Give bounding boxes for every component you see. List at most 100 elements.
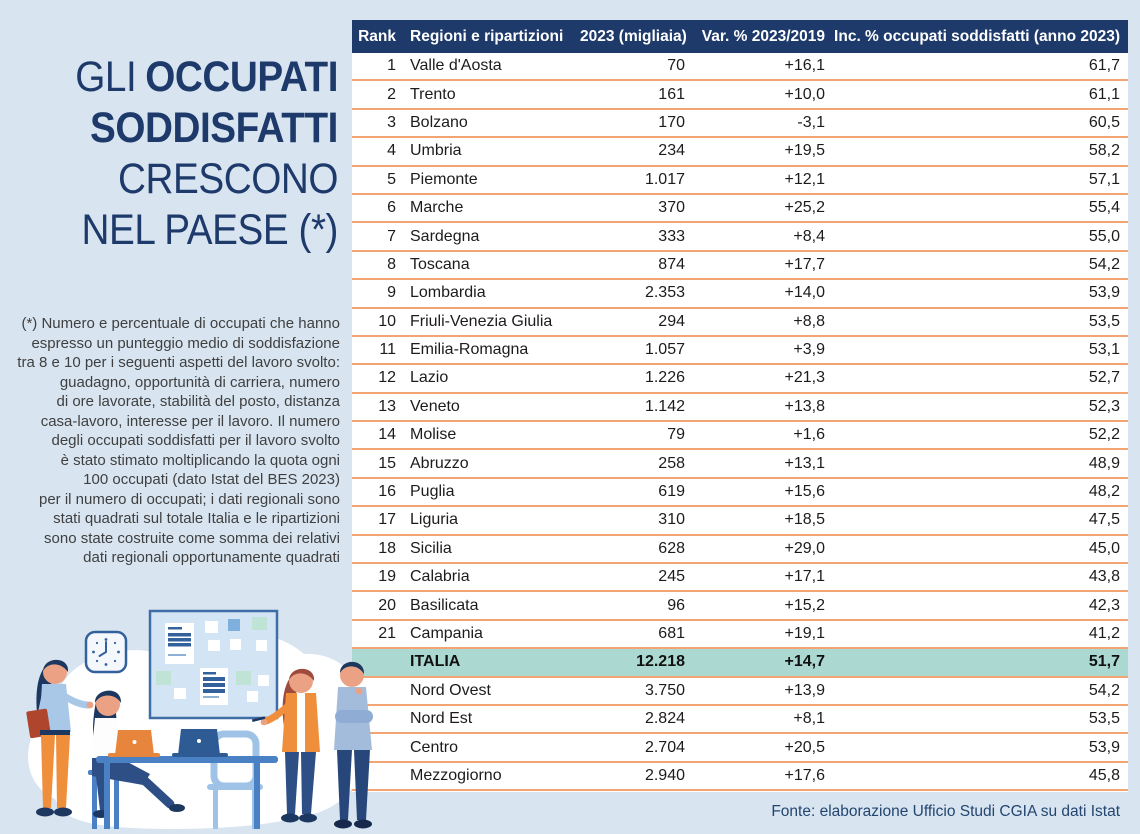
cell-inc: 53,9 (1088, 284, 1120, 302)
cell-inc: 48,9 (1088, 454, 1120, 472)
cell-rank: 9 (387, 284, 396, 302)
table-row: 4 Umbria 234 +19,5 58,2 (352, 138, 1128, 167)
cell-var: +15,2 (784, 596, 825, 614)
page-title: GLI OCCUPATI SODDISFATTI CRESCONO NEL PAE… (0, 52, 338, 256)
cell-2023: 310 (658, 511, 685, 529)
cell-rank: 15 (378, 454, 396, 472)
table-row: 17 Liguria 310 +18,5 47,5 (352, 507, 1128, 536)
cell-var: +21,3 (784, 369, 825, 387)
cell-var: +17,1 (784, 568, 825, 586)
cell-region: Valle d'Aosta (410, 57, 502, 75)
footnote-line: di ore lavorate, stabilità del posto, di… (56, 393, 341, 410)
cell-inc: 53,5 (1088, 710, 1120, 728)
table-row: 10 Friuli-Venezia Giulia 294 +8,8 53,5 (352, 309, 1128, 337)
bulletin-board-icon (148, 609, 279, 720)
cell-var: +13,8 (784, 397, 825, 415)
cell-var: +19,5 (784, 142, 825, 160)
cell-var: +3,9 (793, 341, 825, 359)
cell-rank: 5 (387, 170, 396, 188)
cell-2023: 2.704 (644, 738, 685, 756)
title-line-2: SODDISFATTI (89, 104, 338, 152)
cell-var: +8,4 (793, 227, 825, 245)
cell-2023: 70 (667, 57, 685, 75)
cell-inc: 51,7 (1088, 653, 1120, 671)
cell-region: Sicilia (410, 539, 452, 557)
office-illustration (26, 609, 373, 829)
cell-inc: 42,3 (1088, 596, 1120, 614)
cell-region: Umbria (410, 142, 462, 160)
cell-region: Calabria (410, 568, 470, 586)
cell-inc: 45,0 (1088, 539, 1120, 557)
footnote-line: tra 8 e 10 per i seguenti aspetti del la… (17, 354, 340, 371)
cell-inc: 41,2 (1088, 625, 1120, 642)
cell-2023: 1.017 (644, 170, 685, 188)
cell-inc: 60,5 (1088, 113, 1120, 131)
cell-region: Liguria (410, 511, 459, 529)
footnote-line: casa-lavoro, interesse per il lavoro. Il… (40, 412, 340, 430)
cell-rank: 21 (378, 625, 396, 642)
cell-2023: 96 (667, 596, 685, 614)
cell-2023: 874 (658, 255, 685, 273)
cell-inc: 58,2 (1088, 142, 1120, 160)
laptop-orange-icon (108, 730, 160, 757)
cell-inc: 61,7 (1088, 57, 1120, 75)
cell-2023: 619 (658, 483, 685, 501)
cell-region: Toscana (410, 255, 470, 273)
cell-rank: 3 (387, 113, 396, 131)
cell-rank: 20 (378, 596, 396, 614)
cell-2023: 1.057 (644, 341, 685, 359)
laptop-navy-icon (172, 729, 228, 757)
cell-var: +14,0 (784, 284, 825, 302)
cell-region: Friuli-Venezia Giulia (410, 312, 553, 330)
table-row: 7 Sardegna 333 +8,4 55,0 (352, 223, 1128, 252)
col-header-region: Regioni e ripartizioni (410, 27, 564, 45)
cell-var: +12,1 (784, 170, 825, 188)
person-standing-woman-right (251, 668, 320, 823)
cell-var: +1,6 (793, 426, 825, 444)
cell-var: +20,5 (784, 738, 825, 756)
cell-region: Bolzano (410, 113, 468, 131)
cell-2023: 12.218 (636, 653, 685, 671)
cell-2023: 2.353 (644, 284, 685, 302)
col-header-var: Var. % 2023/2019 (701, 27, 825, 45)
cell-var: +16,1 (784, 57, 825, 75)
table-row: 19 Calabria 245 +17,1 43,8 (352, 564, 1128, 593)
table-header: Rank Regioni e ripartizioni 2023 (miglia… (352, 20, 1128, 53)
table-row: 18 Sicilia 628 +29,0 45,0 (352, 536, 1128, 565)
cell-var: +14,7 (784, 653, 825, 671)
cell-var: +8,8 (793, 312, 825, 330)
cell-region: Lombardia (410, 284, 486, 302)
cell-var: -3,1 (797, 113, 825, 131)
table-row: 6 Marche 370 +25,2 55,4 (352, 195, 1128, 224)
table-row: Mezzogiorno 2.940 +17,6 45,8 (352, 763, 1128, 792)
cell-inc: 43,8 (1088, 568, 1120, 586)
cell-inc: 52,7 (1088, 369, 1120, 387)
cell-region: Emilia-Romagna (410, 341, 529, 359)
cell-2023: 3.750 (644, 681, 685, 699)
table-row: Nord Ovest 3.750 +13,9 54,2 (352, 678, 1128, 706)
cell-inc: 54,2 (1088, 255, 1120, 273)
cell-var: +17,7 (784, 255, 825, 273)
cell-2023: 79 (667, 426, 685, 444)
table-card: Rank Regioni e ripartizioni 2023 (miglia… (352, 20, 1128, 792)
table-row: 16 Puglia 619 +15,6 48,2 (352, 479, 1128, 508)
cell-2023: 170 (658, 113, 685, 131)
cell-rank: 6 (387, 199, 396, 217)
cell-rank: 1 (387, 57, 396, 75)
cell-rank: 2 (387, 85, 396, 103)
cell-rank: 12 (378, 369, 396, 387)
cell-inc: 57,1 (1088, 170, 1120, 188)
cell-inc: 53,1 (1088, 341, 1120, 359)
footnote-line: degli occupati soddisfatti per il lavoro… (51, 432, 341, 449)
footnote-line: sono state costruite come somma dei rela… (44, 529, 340, 547)
footnote-line: 100 occupati (dato Istat del BES 2023) (83, 471, 340, 488)
col-header-inc: Inc. % occupati soddisfatti (anno 2023) (834, 27, 1120, 45)
cell-2023: 681 (658, 625, 685, 642)
cell-region: Mezzogiorno (410, 766, 502, 784)
cell-region: Puglia (410, 483, 455, 501)
cell-2023: 2.940 (644, 766, 685, 784)
table-body: 1 Valle d'Aosta 70 +16,1 61,7 2 Trento 161 +10,0… (352, 53, 1128, 792)
cell-2023: 370 (658, 199, 685, 217)
title-line-4: NEL PAESE (*) (81, 206, 339, 254)
cell-2023: 628 (658, 539, 685, 557)
